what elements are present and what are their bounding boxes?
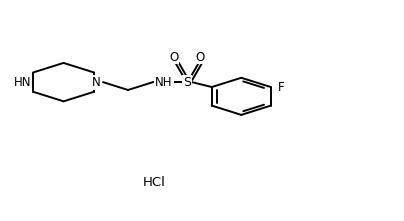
Text: HCl: HCl bbox=[143, 176, 165, 189]
Text: O: O bbox=[196, 51, 205, 63]
Text: S: S bbox=[183, 76, 191, 89]
Text: NH: NH bbox=[155, 76, 173, 89]
Text: HN: HN bbox=[14, 76, 32, 89]
Text: F: F bbox=[278, 80, 284, 93]
Text: N: N bbox=[92, 76, 101, 89]
Text: O: O bbox=[169, 51, 179, 63]
